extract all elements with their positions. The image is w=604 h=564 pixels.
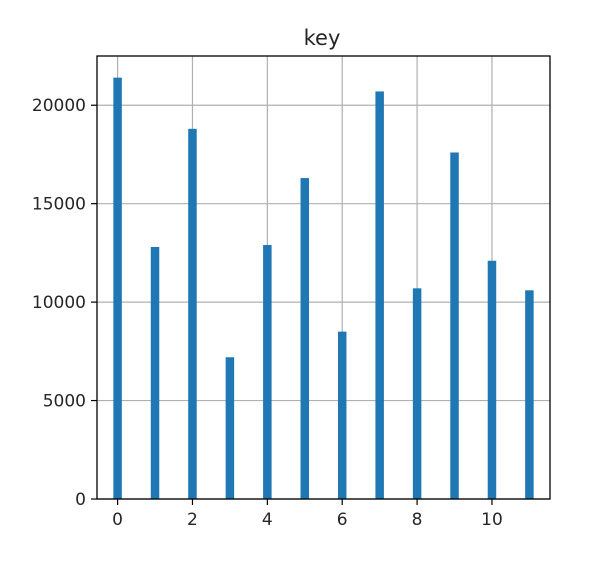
x-tick-label: 0 — [112, 510, 123, 530]
bar — [450, 152, 459, 499]
y-tick-label: 20000 — [32, 96, 86, 116]
x-tick-label: 10 — [481, 510, 503, 530]
y-tick-label: 0 — [75, 490, 86, 510]
y-tick-label: 5000 — [43, 392, 86, 412]
bar — [263, 245, 272, 499]
bar — [487, 260, 497, 499]
y-tick-label: 10000 — [32, 293, 86, 313]
bar — [225, 357, 235, 499]
bar — [113, 77, 122, 499]
bar — [375, 91, 384, 499]
x-tick-label: 4 — [262, 510, 273, 530]
x-tick-label: 2 — [187, 510, 198, 530]
chart-title: key — [304, 26, 341, 50]
x-tick-label: 8 — [412, 510, 423, 530]
x-axis: 0 2 4 6 8 10 — [112, 499, 503, 530]
bar — [337, 331, 347, 499]
x-tick-label: 6 — [337, 510, 348, 530]
plot-frame — [96, 55, 551, 500]
bars — [113, 77, 534, 500]
grid — [97, 56, 550, 500]
bar — [188, 128, 197, 500]
bar — [412, 288, 422, 499]
y-axis: 0 5000 10000 15000 20000 — [32, 96, 97, 510]
y-tick-label: 15000 — [32, 195, 86, 215]
bar — [300, 178, 310, 499]
bar — [525, 290, 534, 499]
bar — [150, 246, 160, 499]
